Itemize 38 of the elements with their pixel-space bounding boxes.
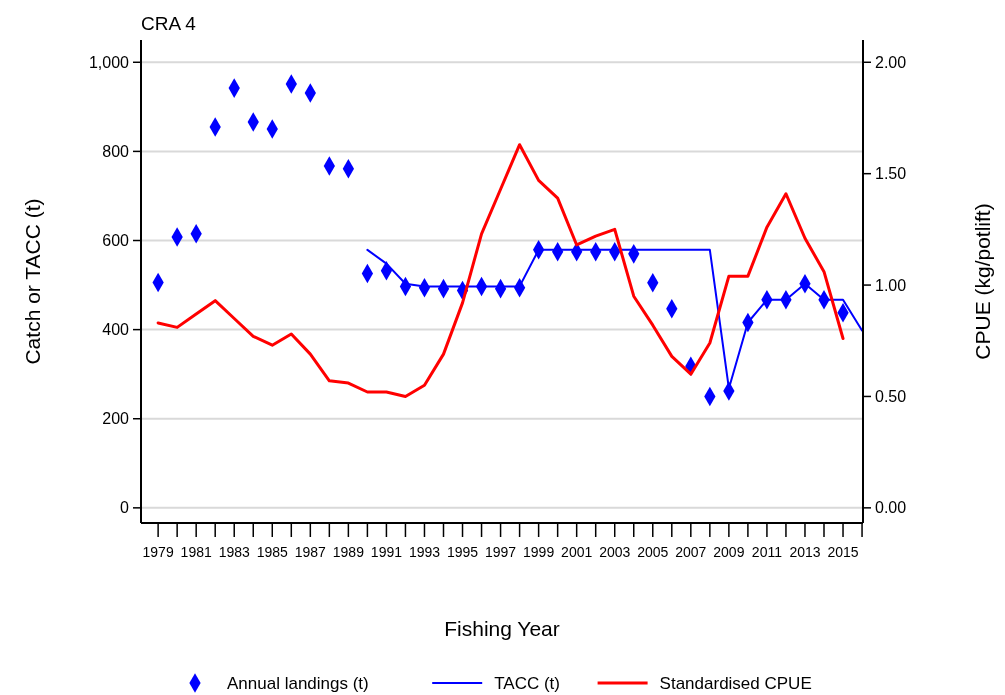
y-tick-label: 600	[102, 232, 130, 250]
x-tick-label: 2005	[637, 544, 669, 560]
x-axis-title: Fishing Year	[444, 617, 560, 640]
x-tick-label: 2003	[599, 544, 631, 560]
y-tick-label: 0	[120, 499, 130, 517]
y-tick-label: 800	[102, 142, 130, 160]
y2-tick-label: 1.00	[875, 276, 907, 294]
y-axis-title: Catch or TACC (t)	[21, 198, 44, 365]
legend-label: Annual landings (t)	[227, 673, 369, 693]
x-tick-label: 2015	[827, 544, 859, 560]
y2-tick-label: 0.00	[875, 499, 907, 517]
x-tick-label: 2001	[561, 544, 593, 560]
x-tick-label: 2011	[751, 544, 783, 560]
x-tick-label: 1985	[256, 544, 289, 560]
x-tick-label: 2013	[789, 544, 821, 560]
legend-label: Standardised CPUE	[659, 673, 812, 693]
x-tick-label: 1997	[484, 544, 517, 560]
x-tick-label: 1993	[408, 544, 441, 560]
y2-tick-label: 1.50	[875, 165, 907, 183]
x-tick-label: 2009	[713, 544, 745, 560]
legend-label: TACC (t)	[494, 673, 560, 693]
y-tick-label: 1,000	[88, 53, 130, 71]
x-tick-label: 1991	[370, 544, 403, 560]
y2-axis-title: CPUE (kg/potlift)	[971, 203, 994, 360]
y-tick-label: 200	[102, 410, 130, 428]
y2-tick-label: 2.00	[875, 53, 907, 71]
y-tick-label: 400	[102, 321, 130, 339]
line-series	[156, 143, 845, 398]
x-tick-label: 1981	[180, 544, 212, 560]
x-tick-label: 2007	[675, 544, 707, 560]
x-tick-label: 1983	[218, 544, 250, 560]
x-tick-label: 1999	[523, 544, 555, 560]
x-tick-label: 1989	[332, 544, 365, 560]
x-tick-label: 1995	[446, 544, 479, 560]
y2-tick-label: 0.50	[875, 388, 907, 406]
x-tick-label: 1979	[142, 544, 174, 560]
x-tick-label: 1987	[294, 544, 327, 560]
chart-title: CRA 4	[141, 13, 197, 34]
